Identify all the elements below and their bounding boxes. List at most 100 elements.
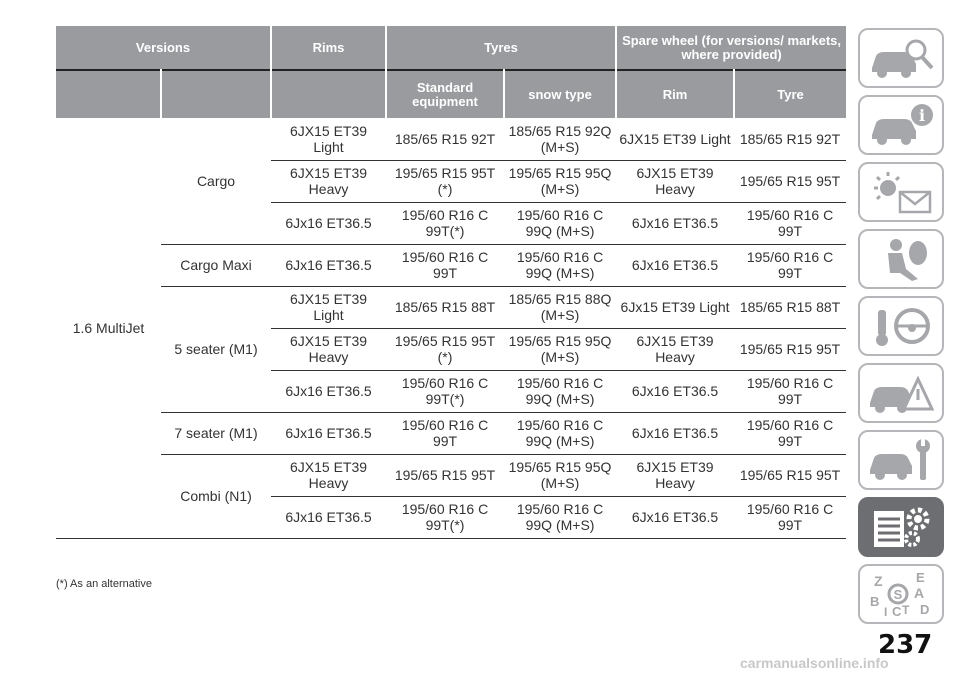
tyres-header: Tyres: [386, 26, 618, 70]
spare-rim-cell: 6JX15 ET39 Light: [616, 118, 735, 161]
chapter-tabs: i: [858, 28, 948, 631]
version-cargo-maxi: Cargo Maxi: [161, 244, 272, 287]
header-row-main: Versions Rims Tyres Spare wheel (for ver…: [56, 26, 847, 70]
svg-text:I: I: [884, 605, 887, 618]
tab-maintenance[interactable]: [858, 430, 944, 490]
svg-text:T: T: [902, 603, 910, 617]
spare-rim-cell: 6Jx16 ET36.5: [616, 244, 735, 287]
warning-light-message-icon: [874, 172, 932, 214]
standard-equipment-header: Standard equipment: [386, 70, 506, 118]
snow-tyre-cell: 195/60 R16 C 99Q (M+S): [504, 202, 617, 245]
table-row: 6JX15 ET39 Heavy 195/65 R15 95T (*) 195/…: [56, 328, 847, 371]
version-combi: Combi (N1): [161, 454, 272, 539]
rims-cell: 6JX15 ET39 Heavy: [271, 328, 387, 371]
rims-cell: 6Jx16 ET36.5: [271, 244, 387, 287]
tab-car-info[interactable]: i: [858, 95, 944, 155]
svg-text:S: S: [894, 587, 903, 602]
airbag-passenger-icon: [888, 239, 927, 281]
standard-tyre-cell: 195/60 R16 C 99T(*): [386, 496, 505, 539]
version-7-seater: 7 seater (M1): [161, 412, 272, 455]
spare-tyre-cell: 195/65 R15 95T: [734, 454, 847, 497]
standard-tyre-cell: 195/65 R15 95T: [386, 454, 505, 497]
svg-text:B: B: [870, 594, 879, 609]
rims-cell: 6Jx16 ET36.5: [271, 496, 387, 539]
rims-cell: 6Jx16 ET36.5: [271, 202, 387, 245]
svg-text:D: D: [920, 602, 929, 617]
table-row: 6Jx16 ET36.5 195/60 R16 C 99T(*) 195/60 …: [56, 496, 847, 539]
table-row: 6Jx16 ET36.5 195/60 R16 C 99T(*) 195/60 …: [56, 370, 847, 413]
header-blank-3: [271, 70, 388, 118]
tab-car-search[interactable]: [858, 28, 944, 88]
spare-tyre-cell: 185/65 R15 88T: [734, 286, 847, 329]
snow-tyre-cell: 195/65 R15 95Q (M+S): [504, 328, 617, 371]
spare-tyre-header: Tyre: [734, 70, 847, 118]
standard-tyre-cell: 195/60 R16 C 99T(*): [386, 202, 505, 245]
rims-header: Rims: [271, 26, 388, 70]
spare-rim-cell: 6Jx16 ET36.5: [616, 496, 735, 539]
versions-header: Versions: [56, 26, 273, 70]
rims-cell: 6JX15 ET39 Heavy: [271, 160, 387, 203]
engine-version-cell: 1.6 MultiJet: [56, 118, 161, 539]
spare-rim-cell: 6JX15 ET39 Heavy: [616, 328, 735, 371]
spare-tyre-cell: 195/65 R15 95T: [734, 328, 847, 371]
standard-tyre-cell: 195/65 R15 95T (*): [386, 328, 505, 371]
spare-wheel-header: Spare wheel (for versions/ markets, wher…: [616, 26, 847, 70]
tab-safety[interactable]: [858, 229, 944, 289]
table-row: 5 seater (M1) 6JX15 ET39 Light 185/65 R1…: [56, 286, 847, 413]
car-search-icon: [872, 39, 934, 78]
table-row: Combi (N1) 6JX15 ET39 Heavy 195/65 R15 9…: [56, 454, 847, 539]
car-accident-warning-icon: [870, 375, 935, 413]
snow-tyre-cell: 195/65 R15 95Q (M+S): [504, 160, 617, 203]
tab-technical-data[interactable]: [858, 497, 944, 557]
header-blank-2: [161, 70, 273, 118]
tab-emergency[interactable]: [858, 363, 944, 423]
standard-tyre-cell: 185/65 R15 88T: [386, 286, 505, 329]
spare-rim-header: Rim: [616, 70, 736, 118]
version-cargo: Cargo: [161, 118, 272, 245]
table-row: 6JX15 ET39 Heavy 195/65 R15 95T (*) 195/…: [56, 160, 847, 203]
page-number: 237: [878, 630, 933, 660]
snow-tyre-cell: 185/65 R15 88Q (M+S): [504, 286, 617, 329]
table-row: 6Jx16 ET36.5 195/60 R16 C 99T(*) 195/60 …: [56, 202, 847, 245]
snow-tyre-cell: 195/60 R16 C 99Q (M+S): [504, 244, 617, 287]
snow-tyre-cell: 195/60 R16 C 99Q (M+S): [504, 496, 617, 539]
spare-rim-cell: 6Jx15 ET39 Light: [616, 286, 735, 329]
version-5-seater: 5 seater (M1): [161, 286, 272, 413]
rims-cell: 6JX15 ET39 Heavy: [271, 454, 387, 497]
spare-tyre-cell: 195/60 R16 C 99T: [734, 412, 847, 455]
table-row: 1.6 MultiJet Cargo 6JX15 ET39 Light 185/…: [56, 118, 847, 539]
spare-tyre-cell: 195/60 R16 C 99T: [734, 244, 847, 287]
spare-rim-cell: 6Jx16 ET36.5: [616, 370, 735, 413]
spare-rim-cell: 6JX15 ET39 Heavy: [616, 160, 735, 203]
tab-starting-driving[interactable]: [858, 296, 944, 356]
spare-tyre-cell: 195/65 R15 95T: [734, 160, 847, 203]
snow-tyre-cell: 185/65 R15 92Q (M+S): [504, 118, 617, 161]
rims-cell: 6Jx16 ET36.5: [271, 412, 387, 455]
key-steering-wheel-icon: [876, 308, 930, 346]
standard-tyre-cell: 195/60 R16 C 99T(*): [386, 370, 505, 413]
snow-tyre-cell: 195/60 R16 C 99Q (M+S): [504, 412, 617, 455]
spare-tyre-cell: 195/60 R16 C 99T: [734, 496, 847, 539]
spare-rim-cell: 6JX15 ET39 Heavy: [616, 454, 735, 497]
header-row-sub: Standard equipment snow type Rim Tyre: [56, 70, 847, 118]
svg-text:C: C: [892, 604, 902, 618]
standard-tyre-cell: 195/60 R16 C 99T: [386, 412, 505, 455]
svg-text:E: E: [916, 570, 925, 585]
table-row: Cargo Maxi 6Jx16 ET36.5 195/60 R16 C 99T…: [56, 244, 847, 287]
tab-warning-lights[interactable]: [858, 162, 944, 222]
rims-cell: 6JX15 ET39 Light: [271, 286, 387, 329]
snow-type-header: snow type: [504, 70, 618, 118]
technical-data-gears-icon: [874, 507, 930, 547]
standard-tyre-cell: 185/65 R15 92T: [386, 118, 505, 161]
snow-tyre-cell: 195/65 R15 95Q (M+S): [504, 454, 617, 497]
spare-rim-cell: 6Jx16 ET36.5: [616, 202, 735, 245]
footnote: (*) As an alternative: [56, 578, 152, 590]
car-wrench-icon: [870, 438, 930, 480]
spare-tyre-cell: 185/65 R15 92T: [734, 118, 847, 161]
tyre-table: Versions Rims Tyres Spare wheel (for ver…: [56, 26, 847, 539]
spare-rim-cell: 6Jx16 ET36.5: [616, 412, 735, 455]
header-blank-1: [56, 70, 162, 118]
svg-text:A: A: [914, 585, 924, 601]
